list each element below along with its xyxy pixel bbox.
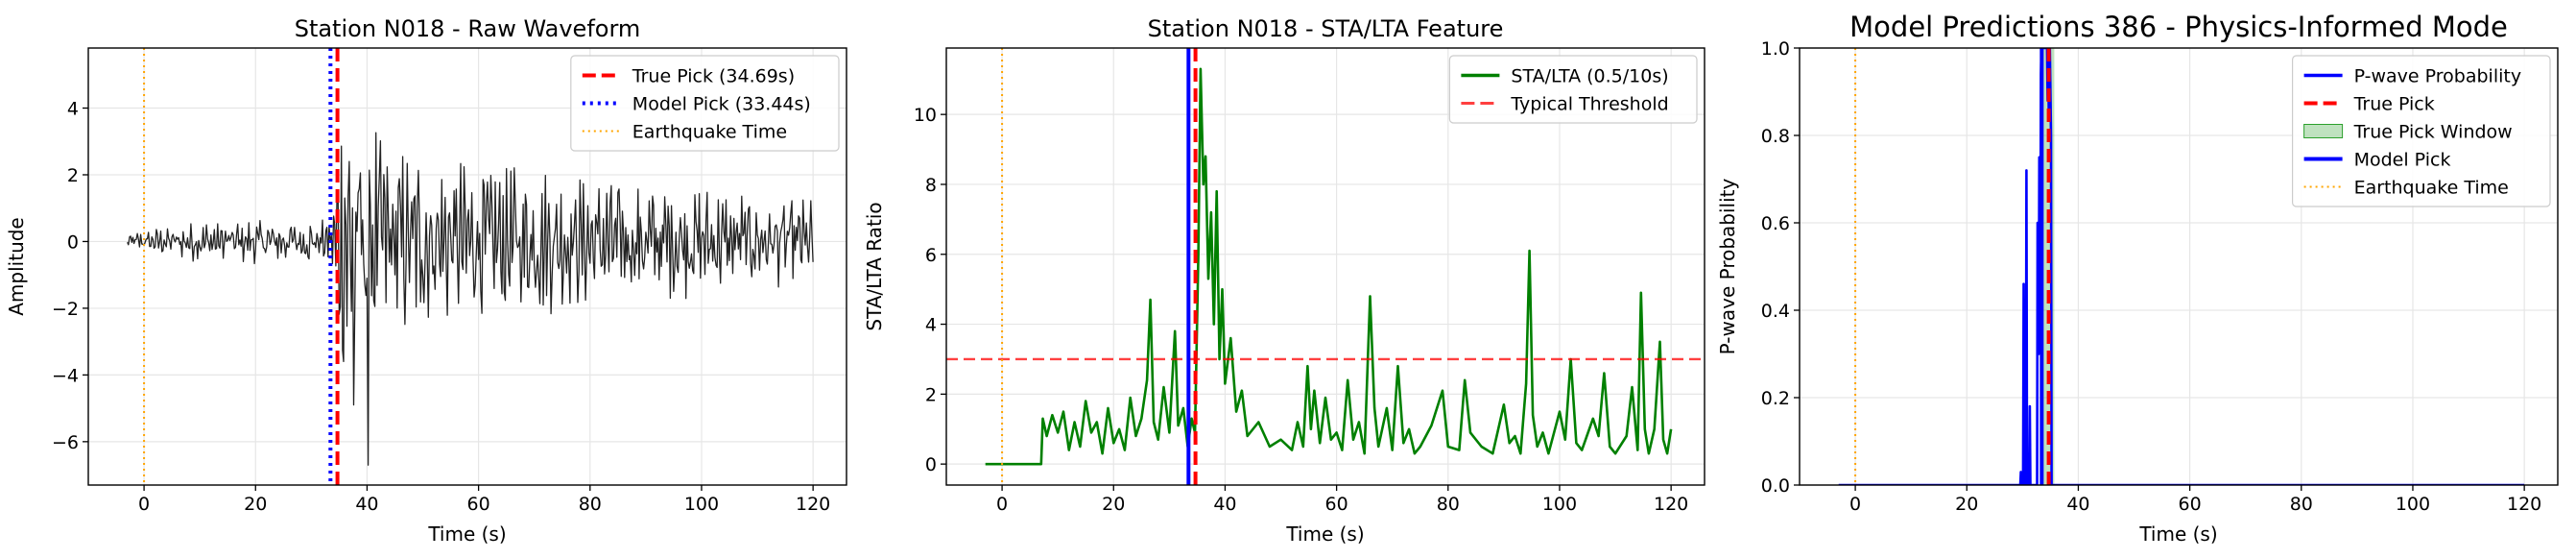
x-tick-label: 0 — [996, 494, 1008, 515]
legend-label: Model Pick — [2354, 150, 2451, 171]
y-tick-label: 0.8 — [1761, 126, 1790, 147]
y-axis-label: Amplitude — [5, 217, 28, 316]
legend-swatch — [2303, 124, 2344, 138]
chart-panel-3: 0 20 40 60 80 100 120 0.0 0.2 0.4 0.6 0.8 1.0 Model P… — [1716, 11, 2559, 546]
legend-label: STA/LTA (0.5/10s) — [1511, 66, 1668, 87]
x-tick-label: 40 — [1213, 494, 1236, 515]
x-tick-label: 80 — [2290, 494, 2313, 515]
x-tick-label: 0 — [138, 494, 150, 515]
legend-box — [570, 55, 840, 152]
y-tick-label: 4 — [925, 315, 937, 336]
plot-area — [1838, 48, 2525, 485]
series-line — [1838, 48, 2525, 485]
x-tick-label: 100 — [2396, 494, 2430, 515]
axes-frame — [87, 47, 847, 486]
x-tick-label: 100 — [684, 494, 719, 515]
series-line — [127, 132, 814, 466]
legend-label: Typical Threshold — [1510, 94, 1668, 115]
y-tick-label: −6 — [52, 432, 79, 453]
legend-label: True Pick (34.69s) — [632, 66, 795, 87]
x-tick-label: 20 — [1102, 494, 1125, 515]
x-tick-label: 40 — [2066, 494, 2089, 515]
chart-panel-1: 0 20 40 60 80 100 120 −6 −4 −2 0 2 4 Station N018 - R… — [5, 15, 847, 546]
axes-frame — [945, 47, 1705, 486]
x-tick-label: 40 — [355, 494, 378, 515]
span-true-pick-window — [2042, 48, 2055, 485]
y-tick-label: 0 — [925, 454, 937, 475]
x-axis-label: Time (s) — [2138, 523, 2217, 546]
x-tick-label: 80 — [579, 494, 602, 515]
legend: True Pick (34.69s) Model Pick (33.44s) Ear… — [570, 55, 840, 152]
legend: STA/LTA (0.5/10s) Typical Threshold — [1448, 55, 1698, 124]
x-tick-label: 120 — [1654, 494, 1688, 515]
x-tick-label: 100 — [1542, 494, 1577, 515]
y-tick-label: −2 — [52, 299, 79, 320]
y-tick-label: 0 — [67, 231, 79, 253]
chart-title: Station N018 - Raw Waveform — [295, 15, 641, 42]
axes-frame — [1799, 47, 2559, 486]
legend-label: Model Pick (33.44s) — [632, 94, 811, 115]
y-tick-label: 0.6 — [1761, 213, 1790, 234]
x-tick-label: 60 — [2179, 494, 2202, 515]
y-tick-label: 4 — [67, 99, 79, 120]
y-tick-label: 2 — [925, 384, 937, 405]
x-axis-label: Time (s) — [1285, 523, 1364, 546]
legend-label: Earthquake Time — [2354, 178, 2509, 199]
legend-label: P-wave Probability — [2354, 66, 2522, 87]
legend: P-wave Probability True Pick True Pick Win… — [2292, 55, 2551, 207]
y-tick-label: 10 — [914, 105, 937, 126]
x-tick-label: 60 — [1325, 494, 1348, 515]
y-tick-label: 2 — [67, 165, 79, 186]
chart-title: Station N018 - STA/LTA Feature — [1148, 15, 1504, 42]
legend-label: True Pick — [2353, 94, 2435, 115]
plot-area — [946, 48, 1705, 485]
legend-box — [2292, 55, 2551, 207]
y-tick-label: −4 — [52, 365, 79, 386]
y-tick-label: 0.4 — [1761, 301, 1790, 322]
x-axis-label: Time (s) — [427, 523, 506, 546]
y-tick-label: 6 — [925, 245, 937, 266]
y-tick-label: 8 — [925, 175, 937, 196]
x-tick-label: 0 — [1849, 494, 1861, 515]
y-tick-label: 0.2 — [1761, 388, 1790, 409]
series-line — [985, 67, 1673, 466]
legend-label: Earthquake Time — [632, 122, 787, 143]
chart-title: Model Predictions 386 - Physics-Informed… — [1849, 11, 2508, 43]
x-tick-label: 80 — [1437, 494, 1460, 515]
plot-area — [127, 48, 814, 485]
y-axis-label: P-wave Probability — [1716, 179, 1739, 355]
y-tick-label: 0.0 — [1761, 475, 1790, 497]
y-axis-label: STA/LTA Ratio — [863, 202, 886, 330]
legend-box — [1448, 55, 1698, 124]
x-tick-label: 120 — [2507, 494, 2541, 515]
y-tick-label: 1.0 — [1761, 38, 1790, 60]
x-tick-label: 20 — [244, 494, 267, 515]
legend-label: True Pick Window — [2353, 122, 2513, 143]
chart-panel-2: 0 20 40 60 80 100 120 0 2 4 6 8 10 Station N018 - STA… — [863, 15, 1705, 546]
x-tick-label: 60 — [467, 494, 490, 515]
x-tick-label: 120 — [796, 494, 830, 515]
x-tick-label: 20 — [1955, 494, 1978, 515]
